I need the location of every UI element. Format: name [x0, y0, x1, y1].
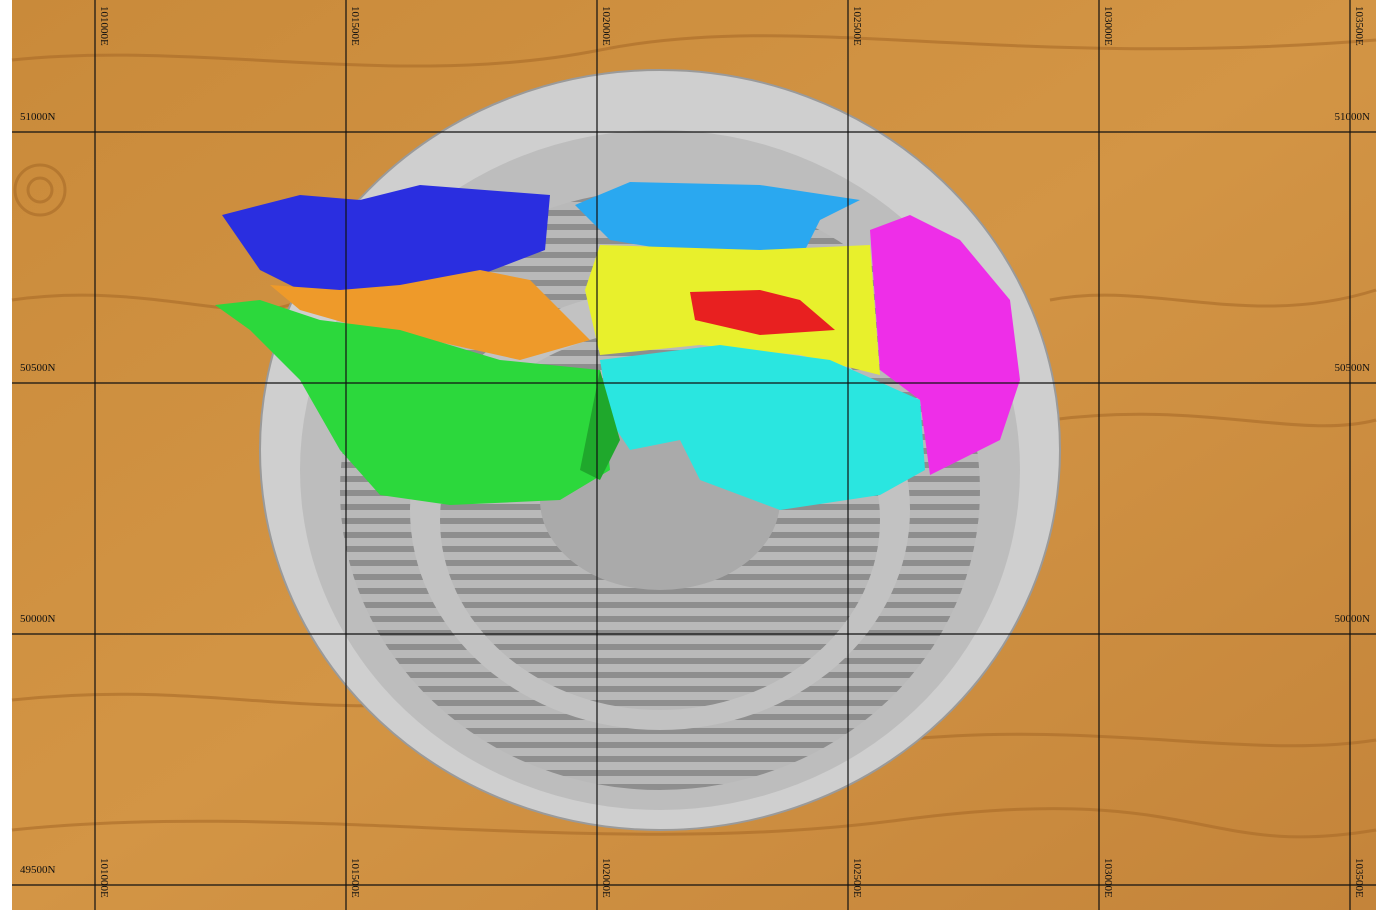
northing-label: 51000N [20, 111, 56, 123]
easting-label: 103000E [1102, 6, 1114, 46]
northing-label: 50500N [20, 362, 56, 374]
easting-label: 101500E [349, 858, 361, 898]
northing-label: 51000N [1335, 111, 1371, 123]
easting-label: 103000E [1102, 858, 1114, 898]
ore-zones [215, 182, 1020, 510]
northing-label: 50500N [1335, 362, 1371, 374]
easting-label: 102500E [851, 6, 863, 46]
easting-label: 102500E [851, 858, 863, 898]
easting-label: 102000E [600, 6, 612, 46]
easting-label: 101500E [349, 6, 361, 46]
northing-label: 50000N [20, 613, 56, 625]
easting-label: 101000E [98, 858, 110, 898]
easting-label: 102000E [600, 858, 612, 898]
northing-label: 49500N [20, 864, 56, 876]
grid: 101000E 101000E 101500E 101500E 102000E 10200… [12, 0, 1376, 910]
terrain-relief [11, 34, 1377, 839]
northing-label: 50000N [1335, 613, 1371, 625]
easting-label: 103500E [1353, 858, 1365, 898]
easting-label: 101000E [98, 6, 110, 46]
easting-label: 103500E [1353, 6, 1365, 46]
